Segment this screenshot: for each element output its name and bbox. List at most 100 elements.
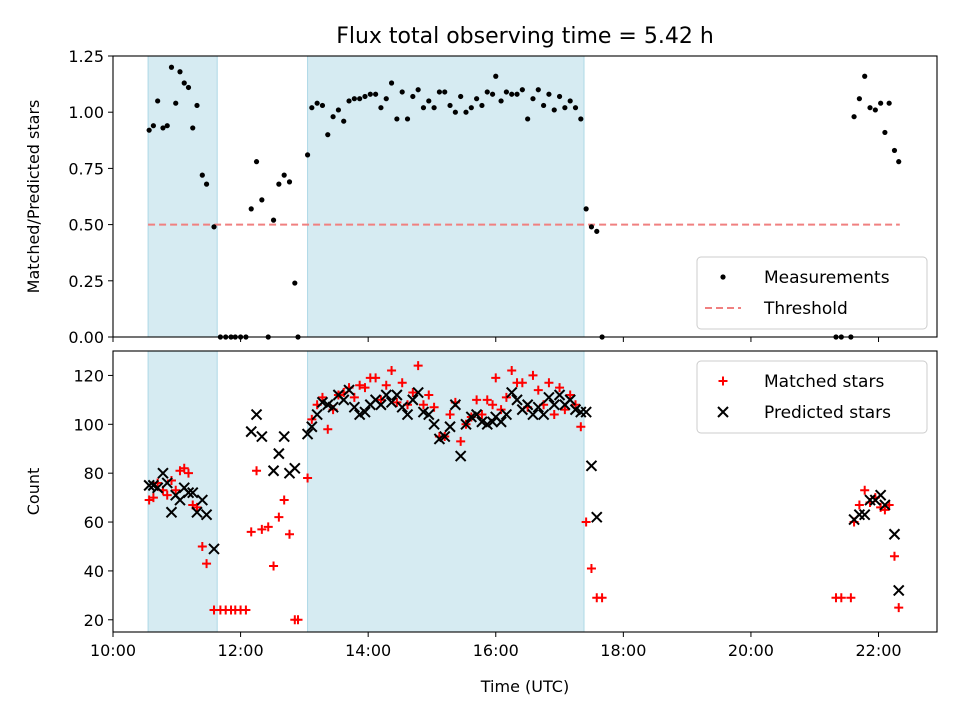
data-point [319, 102, 326, 109]
data-point [544, 378, 554, 388]
data-point [894, 603, 904, 613]
data-point [412, 386, 424, 399]
data-point [583, 206, 589, 212]
data-point [160, 125, 166, 131]
data-point [155, 98, 161, 104]
data-point [388, 80, 395, 86]
data-point [273, 447, 285, 460]
data-point [484, 89, 490, 95]
data-point [495, 416, 507, 428]
data-point [404, 116, 411, 122]
data-point [874, 489, 887, 501]
data-point [199, 172, 205, 178]
data-point [548, 399, 560, 411]
data-point [173, 100, 179, 106]
data-point [527, 408, 539, 421]
x-tick-label: 14:00 [345, 641, 391, 660]
data-point [385, 396, 398, 409]
x-tick-label: 12:00 [218, 641, 264, 660]
x-tick-label: 18:00 [600, 641, 646, 660]
legend-marker [720, 274, 726, 280]
data-point [449, 399, 462, 411]
y-tick-label: 0.75 [68, 159, 104, 178]
y-tick-label: 1.25 [68, 47, 104, 66]
data-point [479, 102, 485, 109]
data-point [878, 100, 884, 106]
data-point [509, 91, 515, 97]
data-point [161, 477, 173, 489]
data-point [521, 399, 534, 411]
data-point [341, 118, 347, 124]
data-point [562, 105, 568, 111]
data-point [541, 102, 547, 109]
data-point [392, 397, 402, 407]
data-point [396, 401, 408, 413]
data-point [424, 390, 434, 400]
shaded-interval-1 [147, 350, 218, 633]
data-point [196, 494, 209, 506]
data-point [397, 378, 407, 388]
data-point [292, 280, 298, 286]
data-point [410, 93, 416, 100]
data-point [278, 430, 290, 443]
data-point [304, 152, 311, 158]
data-point [343, 384, 355, 396]
data-point [489, 91, 496, 97]
data-point [506, 386, 518, 399]
data-point [203, 181, 210, 187]
data-point [452, 109, 458, 115]
series-measurements [146, 64, 902, 340]
data-point [463, 109, 469, 115]
legend-label: Measurements [764, 268, 890, 288]
legend-box [696, 360, 928, 434]
data-point [301, 428, 314, 440]
data-point [572, 105, 579, 111]
data-point [477, 410, 487, 420]
data-point [286, 179, 293, 185]
y-tick-label: 120 [73, 366, 104, 385]
data-point [533, 385, 543, 395]
data-point [182, 487, 195, 499]
data-point [493, 73, 499, 79]
x-tick-label: 20:00 [728, 641, 774, 660]
data-point [245, 425, 257, 438]
data-point [157, 467, 169, 479]
data-point [197, 541, 207, 551]
y-tick-label: 40 [84, 562, 104, 581]
data-point [555, 383, 565, 393]
data-point [444, 421, 456, 433]
legend-label: Threshold [763, 299, 848, 319]
data-point [191, 506, 203, 518]
data-point [537, 408, 550, 421]
data-point [867, 105, 873, 111]
data-point [525, 116, 531, 122]
data-point [399, 89, 405, 95]
data-point [543, 391, 555, 404]
data-point [276, 181, 282, 187]
data-point [896, 159, 902, 165]
data-point [597, 593, 607, 603]
data-point [367, 91, 373, 97]
data-point [162, 490, 172, 500]
data-point [323, 424, 333, 434]
data-point [519, 87, 525, 93]
legend-label: Predicted stars [764, 403, 891, 423]
data-point [311, 408, 323, 421]
data-point [250, 408, 263, 421]
legend-marker [718, 376, 728, 386]
data-point [585, 460, 598, 472]
data-point [880, 505, 890, 515]
data-point [187, 487, 199, 499]
data-point [851, 114, 857, 120]
data-point [150, 123, 157, 129]
data-point [270, 217, 277, 223]
data-point [460, 418, 472, 431]
data-point [309, 105, 315, 111]
data-point [303, 473, 313, 483]
data-point [267, 465, 280, 477]
shaded-interval-2 [307, 350, 585, 633]
data-point [279, 495, 289, 505]
data-point [359, 406, 371, 418]
data-point [551, 107, 557, 113]
data-point [208, 543, 220, 555]
